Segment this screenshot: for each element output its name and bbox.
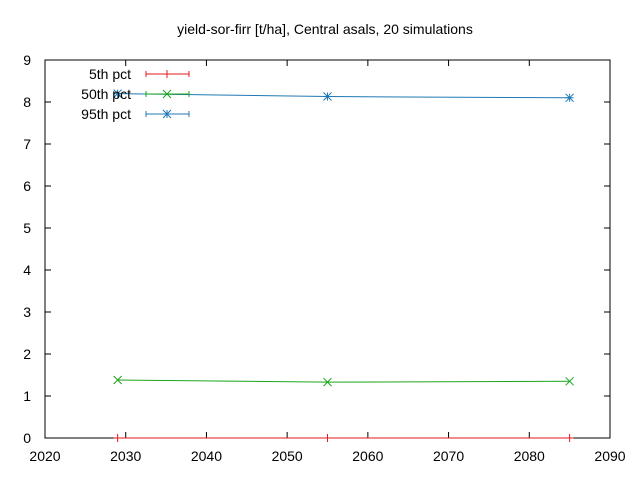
y-tick-label: 8 xyxy=(23,94,31,110)
y-tick-label: 9 xyxy=(23,52,31,68)
x-tick-label: 2090 xyxy=(594,448,625,464)
data-point xyxy=(323,434,332,442)
legend-item: 5th pct xyxy=(89,66,190,82)
data-point xyxy=(323,377,332,387)
y-tick-label: 3 xyxy=(23,304,31,320)
x-tick-label: 2040 xyxy=(191,448,222,464)
legend: 5th pct 50th pct 95th pct xyxy=(81,66,190,122)
legend-label: 5th pct xyxy=(89,66,131,82)
y-tick-label: 1 xyxy=(23,388,31,404)
x-tick-label: 2030 xyxy=(110,448,141,464)
data-point-stroke xyxy=(565,93,574,103)
x-tick-label: 2020 xyxy=(29,448,60,464)
legend-marker-stroke xyxy=(162,89,172,99)
y-tick-label: 4 xyxy=(23,262,31,278)
legend-marker xyxy=(162,89,172,99)
data-point-stroke xyxy=(323,377,332,387)
data-point xyxy=(113,89,122,98)
data-point xyxy=(323,92,332,101)
x-tick-label: 2060 xyxy=(352,448,383,464)
legend-item: 95th pct xyxy=(81,106,190,122)
data-point xyxy=(565,93,574,103)
data-point xyxy=(113,375,122,385)
legend-item: 50th pct xyxy=(81,86,190,102)
series-layer xyxy=(113,89,574,442)
data-point-stroke xyxy=(113,89,122,98)
y-tick-label: 0 xyxy=(23,430,31,446)
y-tick-label: 5 xyxy=(23,220,31,236)
data-point-stroke xyxy=(113,375,122,385)
legend-label: 95th pct xyxy=(81,106,131,122)
legend-marker-stroke xyxy=(162,109,172,119)
legend-label: 50th pct xyxy=(81,86,131,102)
data-point xyxy=(113,434,122,442)
legend-marker xyxy=(163,70,171,78)
legend-marker xyxy=(162,109,172,119)
data-point-stroke xyxy=(323,92,332,101)
data-point xyxy=(565,376,574,386)
data-point-stroke xyxy=(565,376,574,386)
x-tick-label: 2050 xyxy=(272,448,303,464)
chart-title: yield-sor-firr [t/ha], Central asals, 20… xyxy=(177,21,473,37)
data-point xyxy=(565,434,574,442)
y-tick-label: 6 xyxy=(23,178,31,194)
y-tick-label: 7 xyxy=(23,136,31,152)
y-axis: 0 1 2 3 4 5 6 7 8 9 xyxy=(23,52,610,446)
x-tick-label: 2070 xyxy=(433,448,464,464)
y-tick-label: 2 xyxy=(23,346,31,362)
x-axis: 2020 2030 2040 2050 2060 2070 2080 2090 xyxy=(29,60,626,464)
x-tick-label: 2080 xyxy=(514,448,545,464)
series-line-2 xyxy=(117,379,570,383)
